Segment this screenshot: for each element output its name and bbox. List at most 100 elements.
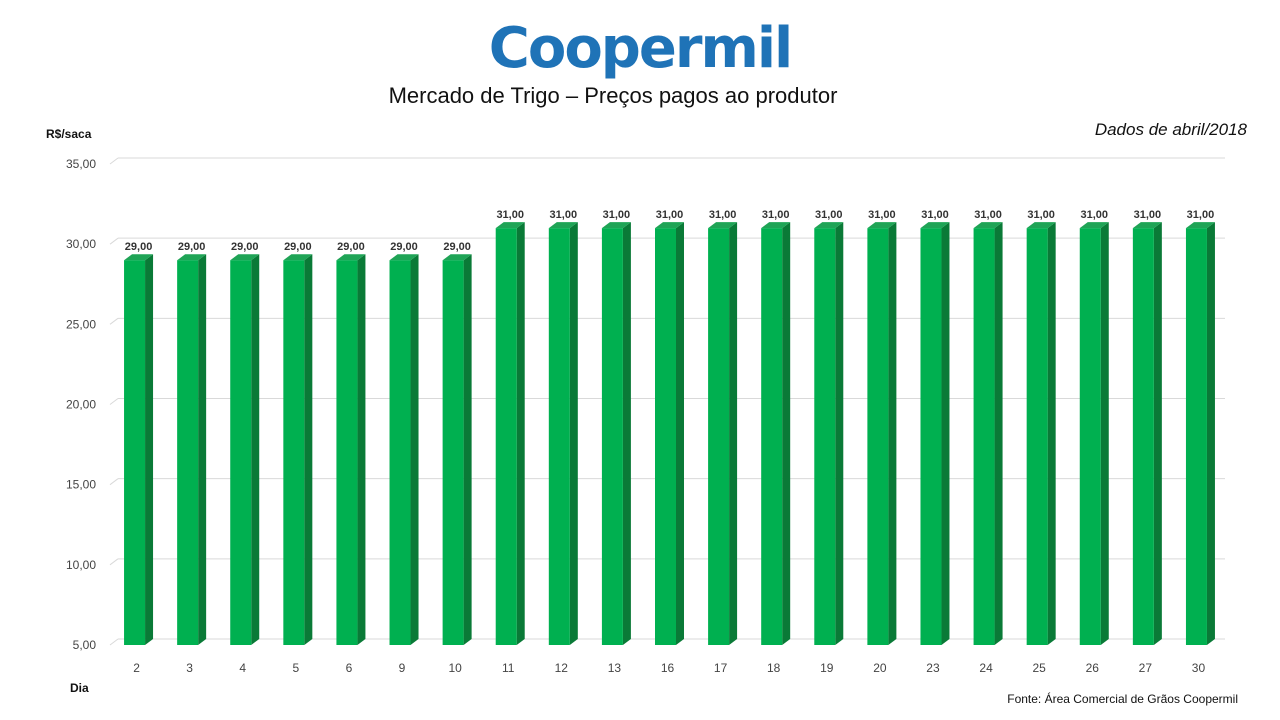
bar-top — [1026, 222, 1056, 229]
x-tick-label: 17 — [714, 661, 728, 675]
x-tick-label: 13 — [608, 661, 622, 675]
x-tick-label: 19 — [820, 661, 834, 675]
bar-top — [442, 254, 472, 261]
x-axis-label: Dia — [70, 681, 89, 695]
bar — [230, 254, 260, 645]
bar-top — [389, 254, 419, 261]
bar-top — [1079, 222, 1109, 229]
bar — [548, 222, 578, 645]
bar-front — [814, 228, 836, 645]
gridline-depth — [109, 237, 119, 245]
x-tick-label: 3 — [186, 661, 193, 675]
bar-side — [463, 254, 472, 645]
x-tick-label: 26 — [1086, 661, 1100, 675]
bar-side — [622, 222, 631, 645]
bar-side — [1047, 222, 1056, 645]
bar — [442, 254, 472, 645]
bar-side — [835, 222, 844, 645]
bar-top — [761, 222, 791, 229]
bar — [389, 254, 419, 645]
bar-side — [676, 222, 684, 645]
bar-side — [410, 254, 419, 645]
bar-front — [761, 228, 783, 645]
bar — [177, 254, 207, 645]
bar-front — [1026, 228, 1048, 645]
y-axis-ticks: 5,00 10,00 15,00 20,00 25,00 30,00 35,00 — [66, 157, 96, 652]
bar-front — [601, 228, 623, 645]
source-note: Fonte: Área Comercial de Grãos Coopermil — [1007, 692, 1238, 706]
bar-side — [1206, 222, 1215, 645]
data-label: 29,00 — [178, 241, 206, 253]
data-label: 29,00 — [284, 241, 312, 253]
x-tick-label: 27 — [1139, 661, 1153, 675]
x-axis-ticks: 2 3 4 5 6 9 10 11 12 13 16 17 18 19 20 23 24 25 26 27 30 — [133, 661, 1205, 675]
bar-front — [655, 228, 676, 645]
bar-front — [548, 228, 570, 645]
gridline-depth — [109, 317, 119, 325]
gridline-depth — [109, 638, 119, 646]
data-label: 31,00 — [815, 209, 843, 221]
data-label: 29,00 — [337, 241, 365, 253]
chart-subtitle: Dados de abril/2018 — [1094, 120, 1247, 139]
bar-top — [283, 254, 313, 261]
y-tick-label: 10,00 — [66, 558, 96, 572]
bar-front — [230, 260, 252, 645]
x-tick-label: 4 — [239, 661, 246, 675]
bar-top — [973, 222, 1003, 229]
bar-top — [1185, 222, 1215, 229]
bar — [973, 222, 1003, 645]
bars — [124, 222, 1215, 645]
data-label: 31,00 — [762, 209, 790, 221]
bar — [867, 222, 897, 645]
bar-side — [888, 222, 897, 645]
bar — [283, 254, 313, 645]
data-labels: 29,00 29,00 29,00 29,00 29,00 29,00 29,00 31,00… — [125, 209, 1214, 253]
y-tick-label: 30,00 — [66, 237, 96, 251]
data-label: 31,00 — [921, 209, 949, 221]
bar-top — [867, 222, 897, 229]
bar-side — [994, 222, 1003, 645]
data-label: 31,00 — [974, 209, 1002, 221]
x-tick-label: 18 — [767, 661, 781, 675]
bar-top — [814, 222, 844, 229]
x-tick-label: 12 — [555, 661, 569, 675]
x-tick-label: 25 — [1032, 661, 1046, 675]
x-tick-label: 16 — [661, 661, 675, 675]
data-label: 29,00 — [231, 241, 259, 253]
data-label: 31,00 — [1134, 209, 1162, 221]
y-tick-label: 20,00 — [66, 398, 96, 412]
x-tick-label: 2 — [133, 661, 140, 675]
bar-side — [941, 222, 950, 645]
bar-side — [729, 222, 738, 645]
data-label: 29,00 — [443, 241, 471, 253]
bar-front — [336, 260, 358, 645]
data-label: 31,00 — [656, 209, 684, 221]
data-label: 31,00 — [868, 209, 896, 221]
bar — [336, 254, 366, 645]
data-label: 31,00 — [550, 209, 578, 221]
y-axis-label: R$/saca — [46, 127, 92, 141]
bar — [601, 222, 631, 645]
bar — [1185, 222, 1215, 645]
chart-title: Mercado de Trigo – Preços pagos ao produ… — [388, 83, 838, 108]
data-label: 31,00 — [1080, 209, 1108, 221]
bar-front — [708, 228, 730, 645]
bar — [655, 222, 684, 645]
bar-top — [708, 222, 738, 229]
y-tick-label: 25,00 — [66, 317, 96, 331]
bar-top — [336, 254, 366, 261]
bar-side — [145, 254, 154, 645]
data-label: 29,00 — [390, 241, 418, 253]
bar-side — [569, 222, 578, 645]
bar-front — [867, 228, 889, 645]
data-label: 31,00 — [709, 209, 737, 221]
bar-side — [357, 254, 366, 645]
bar — [761, 222, 791, 645]
x-tick-label: 24 — [979, 661, 993, 675]
x-tick-label: 5 — [292, 661, 299, 675]
x-tick-label: 30 — [1192, 661, 1206, 675]
bar-side — [1153, 222, 1162, 645]
bar-front — [283, 260, 305, 645]
y-tick-label: 15,00 — [66, 478, 96, 492]
